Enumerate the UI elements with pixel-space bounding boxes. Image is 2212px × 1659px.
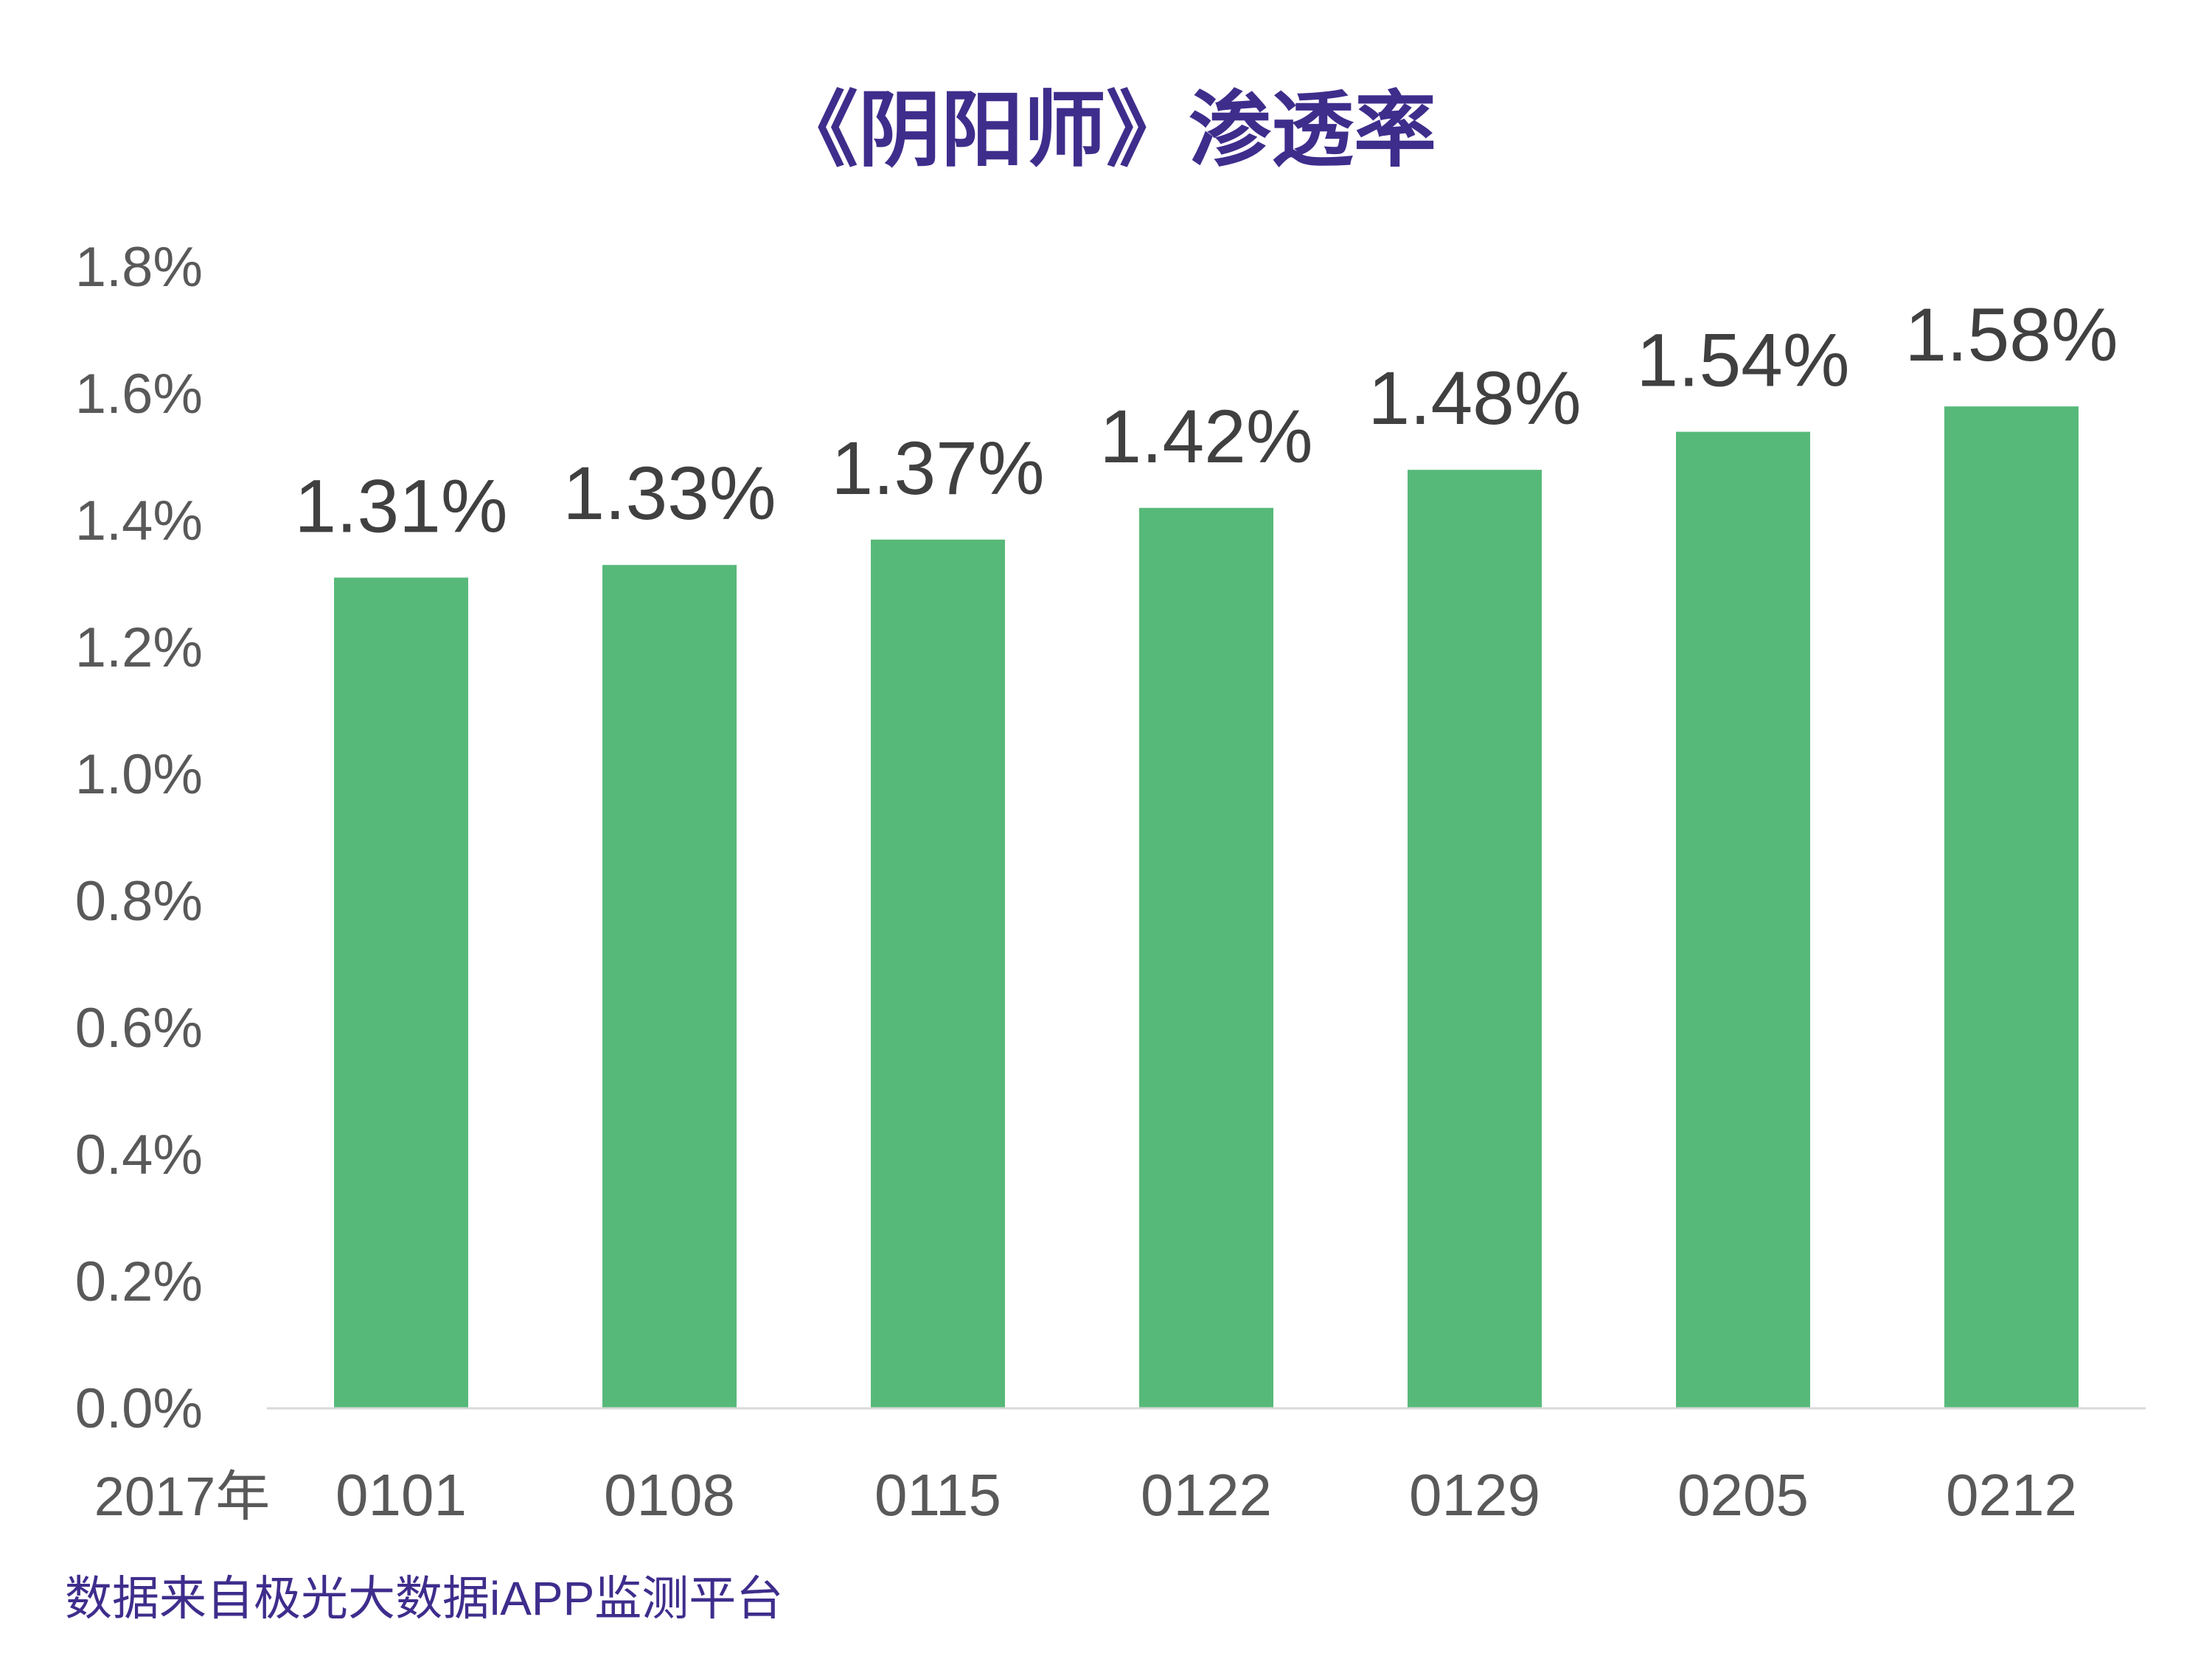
data-label: 1.37% bbox=[831, 426, 1044, 510]
x-axis: 0101 0108 0115 0122 0129 0205 0212 bbox=[335, 1462, 2077, 1528]
bar bbox=[1676, 431, 1810, 1408]
x-tick-label: 0212 bbox=[1946, 1462, 2077, 1528]
bar bbox=[1944, 406, 2079, 1409]
y-tick-label: 0.0% bbox=[75, 1377, 203, 1440]
source-note: 数据来自极光大数据iAPP监测平台 bbox=[65, 1572, 783, 1625]
bar bbox=[602, 565, 737, 1409]
bar bbox=[1408, 470, 1542, 1409]
bars bbox=[334, 406, 2079, 1409]
chart-title: 《阴阳师》渗透率 bbox=[776, 83, 1436, 178]
data-label: 1.48% bbox=[1368, 356, 1581, 440]
x-tick-label: 0101 bbox=[335, 1462, 467, 1528]
data-label: 1.33% bbox=[563, 451, 776, 535]
y-tick-label: 0.8% bbox=[75, 870, 203, 933]
y-tick-label: 1.0% bbox=[75, 743, 203, 806]
value-labels: 1.31% 1.33% 1.37% 1.42% 1.48% 1.54% 1.58% bbox=[294, 293, 2118, 548]
y-tick-label: 1.8% bbox=[75, 236, 203, 299]
y-tick-label: 0.2% bbox=[75, 1251, 203, 1313]
y-tick-label: 0.6% bbox=[75, 997, 203, 1060]
x-tick-label: 0108 bbox=[604, 1462, 735, 1528]
y-tick-label: 1.6% bbox=[75, 363, 203, 425]
y-tick-label: 0.4% bbox=[75, 1124, 203, 1186]
bar bbox=[1139, 507, 1273, 1408]
bar bbox=[871, 539, 1005, 1408]
data-label: 1.58% bbox=[1905, 293, 2118, 377]
data-label: 1.42% bbox=[1099, 394, 1312, 479]
x-axis-prefix: 2017年 bbox=[94, 1466, 271, 1527]
data-label: 1.31% bbox=[294, 464, 507, 548]
bar bbox=[334, 577, 468, 1408]
y-axis: 0.0% 0.2% 0.4% 0.6% 0.8% 1.0% 1.2% 1.4% 1.6% 1.8% bbox=[75, 236, 203, 1440]
x-tick-label: 0122 bbox=[1141, 1462, 1272, 1528]
y-tick-label: 1.2% bbox=[75, 616, 203, 679]
x-tick-label: 0129 bbox=[1409, 1462, 1540, 1528]
x-tick-label: 0115 bbox=[874, 1462, 1001, 1528]
data-label: 1.54% bbox=[1636, 319, 1849, 403]
y-tick-label: 1.4% bbox=[75, 490, 203, 552]
x-tick-label: 0205 bbox=[1677, 1462, 1809, 1528]
